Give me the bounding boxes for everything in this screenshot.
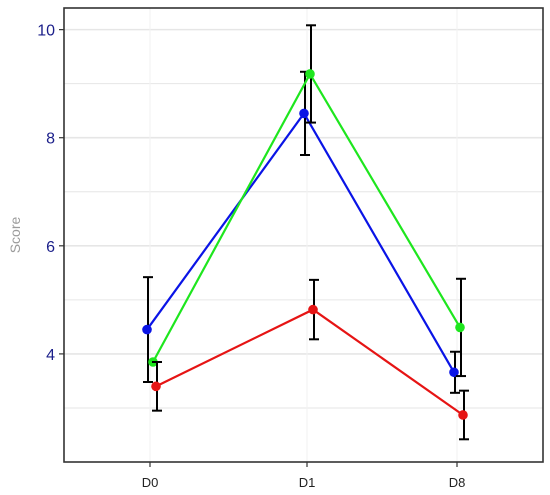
series-line (146, 111, 455, 373)
data-point (151, 381, 161, 392)
axis-layer: 4 6 8 10 D0 D1 D8 (37, 23, 465, 490)
data-point (305, 69, 315, 79)
grid-lines (64, 8, 543, 462)
y-tick-label: 10 (37, 23, 55, 40)
y-tick-label: 6 (46, 239, 55, 256)
x-tick-label: D1 (299, 475, 316, 490)
data-point (308, 304, 318, 315)
data-point (449, 367, 459, 378)
data-point (299, 108, 309, 119)
data-point (458, 410, 468, 420)
data-point (142, 324, 152, 335)
y-axis-title: Score (7, 217, 23, 254)
plot-frame (63, 7, 544, 463)
y-tick-label: 8 (46, 131, 55, 148)
series-1 (142, 70, 460, 394)
series-3 (151, 278, 469, 441)
y-tick-label: 4 (46, 347, 55, 364)
series-layer (142, 24, 469, 441)
data-point (455, 322, 465, 333)
x-tick-label: D0 (142, 475, 159, 490)
series-line (155, 308, 464, 416)
x-tick-label: D8 (449, 475, 466, 490)
